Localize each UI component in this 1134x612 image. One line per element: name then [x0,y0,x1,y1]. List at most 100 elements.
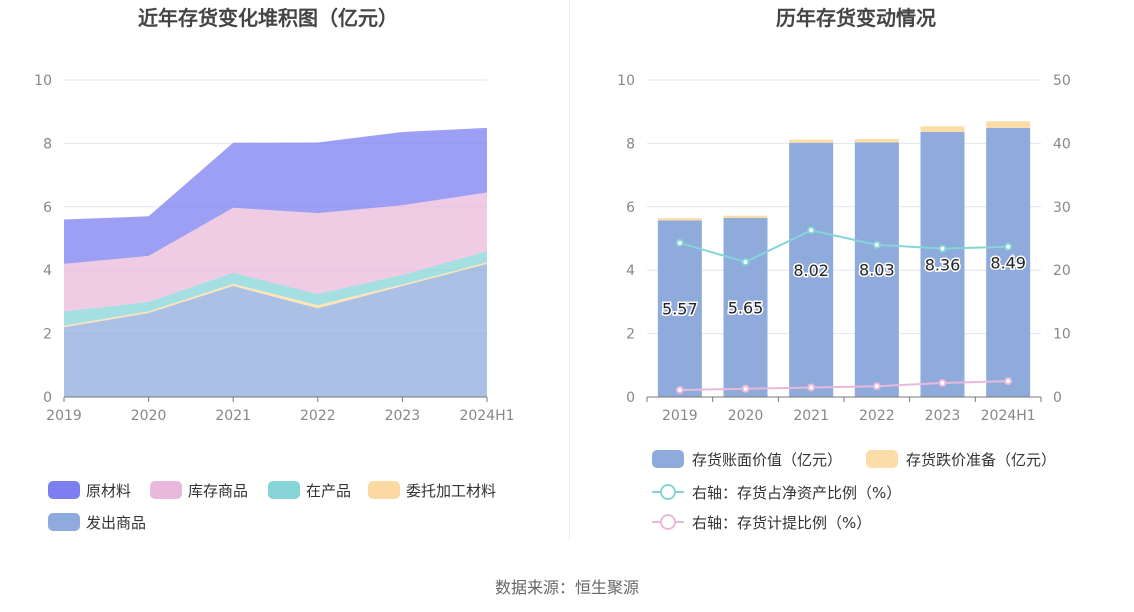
bar-impairment-reserve [986,121,1031,128]
left-x-tick-label: 2021 [215,408,251,424]
left-x-tick-label: 2019 [46,408,82,424]
bar-carrying-value [854,142,899,397]
right-x-tick-label: 2024H1 [981,408,1036,424]
right-y2-tick-label: 30 [1053,200,1071,216]
legend-label: 存货账面价值（亿元） [692,451,842,469]
legend-swatch [48,481,80,499]
line-point [1004,377,1013,386]
left-x-tick-label: 2024H1 [459,408,514,424]
legend-label: 委托加工材料 [406,482,496,500]
bar-value-label: 8.02 [793,261,829,280]
data-source: 数据来源：恒生聚源 [494,578,639,597]
area-委托加工材料 [64,262,487,328]
line-point [807,383,816,392]
legend-marker [660,484,676,500]
legend-swatch [368,481,400,499]
bar-impairment-reserve [723,215,768,218]
bar-value-label: 8.49 [990,253,1026,272]
bar-value-label: 8.36 [925,255,961,274]
legend-swatch [150,481,182,499]
right-y-tick-label: 0 [626,390,635,406]
left-chart-title: 近年存货变化堆积图（亿元） [138,6,398,30]
line-point [1004,242,1013,251]
legend-label: 在产品 [306,482,351,500]
legend-swatch [652,450,684,468]
legend-label: 右轴：存货占净资产比例（%） [692,484,901,502]
bar-carrying-value [789,142,834,397]
legend-label: 发出商品 [86,514,146,532]
area-原材料 [64,127,487,264]
right-y2-tick-label: 50 [1053,73,1071,89]
right-x-tick-label: 2021 [793,408,829,424]
bar-carrying-value [657,220,702,397]
right-y-tick-label: 6 [626,200,635,216]
right-chart-title: 历年存货变动情况 [776,6,936,30]
right-y2-tick-label: 0 [1053,390,1062,406]
line-point [741,257,750,266]
right-x-tick-label: 2022 [859,408,895,424]
left-y-tick-label: 2 [43,327,52,343]
bar-value-label: 5.57 [662,300,698,319]
right-y-tick-label: 10 [617,73,635,89]
right-y2-tick-label: 10 [1053,327,1071,343]
legend-label: 右轴：存货计提比例（%） [692,514,871,532]
left-y-tick-label: 8 [43,136,52,152]
line-point [872,382,881,391]
left-x-tick-label: 2022 [300,408,336,424]
bar-value-label: 8.03 [859,261,895,280]
right-y2-tick-label: 40 [1053,136,1071,152]
bar-impairment-reserve [657,218,702,221]
area-库存商品 [64,192,487,312]
bar-carrying-value [920,131,965,397]
legend-swatch [866,450,898,468]
right-grid: 0 2 4 6 8 10 0 10 20 30 40 50 [617,73,1071,406]
line-point [938,244,947,253]
line-point [741,384,750,393]
right-legend: 存货账面价值（亿元） 存货跌价准备（亿元） 右轴：存货占净资产比例（%） 右轴：存货计… [652,450,1056,532]
bar-carrying-value [986,127,1031,397]
bar-impairment-reserve [854,138,899,143]
bar-carrying-value [723,217,768,397]
line-point [807,226,816,235]
legend-label: 库存商品 [188,482,248,500]
line-point [872,240,881,249]
left-y-tick-label: 6 [43,200,52,216]
right-axes: 2019 2020 2021 2022 2023 2024H1 [646,396,1042,424]
bar-impairment-reserve [789,139,834,143]
left-y-tick-label: 4 [43,263,52,279]
right-x-tick-label: 2019 [662,408,698,424]
area-发出商品 [64,263,487,397]
legend-swatch [48,513,80,531]
legend-marker [660,514,676,530]
line-右轴：存货占净资产比例（%） [679,229,1009,264]
right-x-tick-label: 2020 [728,408,764,424]
bar-value-label: 5.65 [728,298,764,317]
bar-impairment-reserve [920,126,965,132]
left-x-tick-label: 2023 [385,408,421,424]
panel-divider [569,0,570,540]
line-point [675,238,684,247]
line-右轴：存货计提比例（%） [679,380,1009,392]
left-x-tick-label: 2020 [131,408,167,424]
left-y-tick-label: 10 [34,73,52,89]
bar-line-chart: 历年存货变动情况 0 2 4 6 8 10 0 10 20 30 40 50 5.57 5.65 8.02… [617,6,1071,532]
area-在产品 [64,251,487,326]
right-y-tick-label: 8 [626,136,635,152]
right-x-tick-label: 2023 [925,408,961,424]
line-point [675,386,684,395]
legend-label: 原材料 [86,482,131,500]
right-y-tick-label: 4 [626,263,635,279]
legend-label: 存货跌价准备（亿元） [906,451,1056,469]
right-lines [675,226,1013,395]
right-y-tick-label: 2 [626,327,635,343]
line-point [938,379,947,388]
right-bars [657,121,1031,397]
left-axes: 2019 2020 2021 2022 2023 2024H1 [46,396,515,424]
left-area-series [64,127,487,397]
left-y-tick-label: 0 [43,390,52,406]
right-y2-tick-label: 20 [1053,263,1071,279]
legend-swatch [268,481,300,499]
right-data-labels: 5.57 5.65 8.02 8.03 8.36 8.49 [661,252,1028,320]
